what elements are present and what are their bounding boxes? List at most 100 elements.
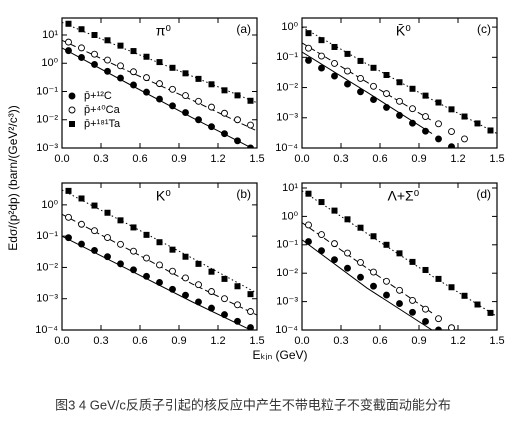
marker (305, 30, 312, 37)
marker (331, 207, 338, 214)
marker (208, 304, 215, 312)
marker (344, 67, 351, 75)
marker (247, 97, 254, 104)
marker (195, 116, 202, 124)
marker (357, 224, 364, 231)
x-tick-label: 0.0 (294, 335, 309, 347)
plot-frame (61, 17, 258, 149)
marker (305, 238, 312, 246)
marker (331, 256, 338, 264)
marker (195, 75, 202, 82)
marker (169, 246, 176, 253)
x-tick-label: 1.2 (210, 335, 225, 347)
marker (247, 308, 254, 315)
marker (487, 309, 494, 316)
marker (143, 53, 150, 60)
marker (104, 209, 111, 216)
marker (169, 285, 176, 293)
marker (409, 258, 416, 265)
y-tick-label: 10⁰ (41, 199, 58, 211)
x-tick-label: 0.3 (93, 335, 108, 347)
marker (156, 261, 163, 269)
marker (117, 240, 124, 248)
panel-label: (c) (477, 22, 491, 36)
panel: 0.0 0.3 0.6 0.9 1.2 1.5 10⁻³ 10⁻² 10⁻¹ 10⁰ 10¹ π⁰ (a… (36, 17, 265, 165)
marker (234, 301, 241, 309)
marker (318, 64, 325, 72)
panel-title: K⁰ (156, 188, 171, 204)
panel-title: π⁰ (156, 23, 172, 39)
x-tick-label: 0.6 (372, 153, 387, 165)
x-tick-label: 1.5 (249, 153, 264, 165)
panel-title: Λ+Σ⁰ (388, 188, 420, 204)
marker (318, 52, 325, 60)
marker (435, 120, 442, 128)
marker (247, 324, 254, 330)
y-tick-label: 10⁻² (36, 114, 58, 126)
y-tick-label: 10⁻² (276, 267, 298, 279)
marker (383, 277, 390, 285)
marker (195, 281, 202, 289)
marker (182, 70, 189, 77)
x-tick-label: 1.5 (249, 335, 264, 347)
marker (331, 240, 338, 248)
x-tick-label: 0.6 (372, 335, 387, 347)
marker (331, 59, 338, 67)
marker (461, 113, 468, 120)
marker (331, 43, 338, 50)
marker (130, 48, 137, 55)
marker (182, 109, 189, 116)
x-axis-label: Eₖᵢₙ (GeV) (252, 348, 307, 362)
marker (409, 296, 416, 304)
marker (91, 32, 98, 39)
marker (143, 74, 150, 82)
marker (234, 283, 241, 290)
marker (383, 291, 390, 299)
x-tick-label: 0.9 (411, 153, 426, 165)
marker (247, 291, 254, 298)
marker (104, 67, 111, 75)
panel: 0.0 0.3 0.6 0.9 1.2 1.5 10⁻⁴ 10⁻³ 10⁻² 10⁻¹ 10⁰ K̄⁰… (275, 17, 505, 165)
marker (130, 266, 137, 274)
marker (448, 143, 455, 148)
marker (383, 72, 390, 79)
marker (357, 273, 364, 281)
marker (383, 241, 390, 248)
marker (422, 266, 429, 273)
marker (435, 326, 442, 330)
marker (247, 144, 254, 148)
marker (130, 247, 137, 255)
marker (117, 260, 124, 268)
marker (422, 113, 429, 120)
y-tick-label: 10⁻¹ (36, 230, 58, 242)
marker (130, 224, 137, 231)
marker (208, 288, 215, 295)
plot-frame (61, 182, 258, 331)
marker (396, 250, 403, 257)
x-tick-label: 0.6 (132, 153, 147, 165)
marker (208, 81, 215, 88)
marker (169, 102, 176, 110)
y-axis-label: Edσ/(p²dp) (barn/(GeV²/c³)) (6, 105, 20, 250)
marker (357, 258, 364, 266)
marker (78, 240, 85, 248)
marker (448, 128, 455, 136)
marker (487, 127, 494, 134)
marker (208, 103, 215, 111)
marker (435, 315, 442, 323)
marker (234, 137, 241, 145)
y-tick-label: 10⁻¹ (276, 51, 298, 63)
plot-area (302, 26, 497, 148)
legend-label: p̄+¹⁸¹Ta (84, 118, 121, 130)
y-tick-label: 10⁻³ (276, 112, 298, 124)
marker (78, 26, 85, 33)
plot-area (62, 20, 257, 148)
marker (383, 103, 390, 111)
x-tick-label: 1.2 (450, 335, 465, 347)
marker (221, 87, 228, 94)
marker (305, 221, 312, 229)
marker (182, 291, 189, 299)
marker (195, 97, 202, 105)
marker (357, 75, 364, 82)
y-tick-label: 10¹ (282, 182, 298, 194)
